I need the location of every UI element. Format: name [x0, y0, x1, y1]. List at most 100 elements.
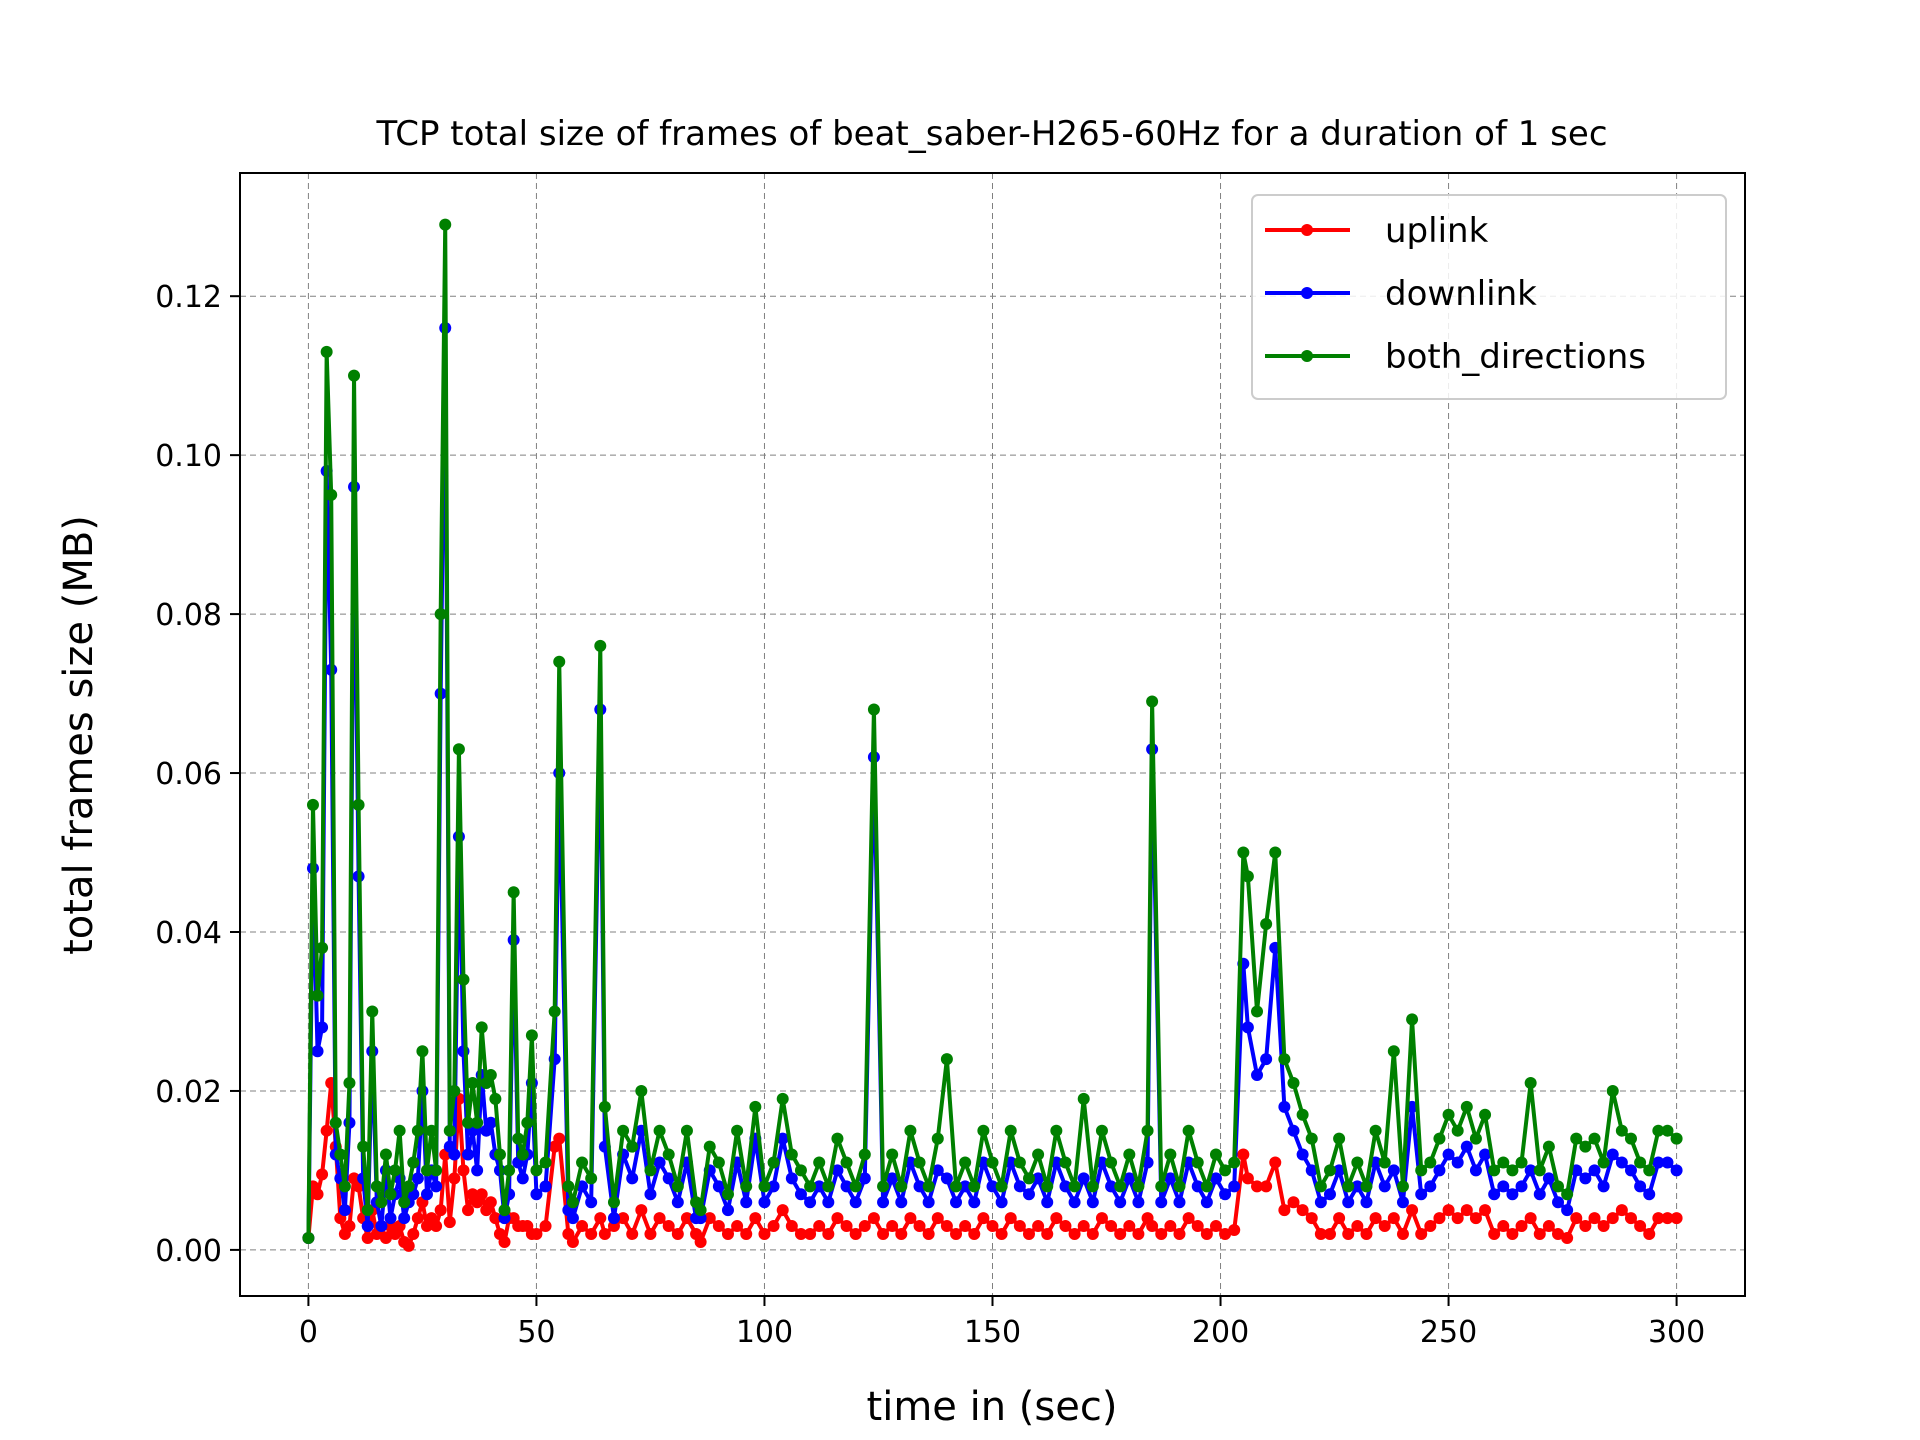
data-point-downlink — [1086, 1196, 1099, 1209]
data-point-downlink — [1661, 1156, 1674, 1169]
data-point-downlink — [471, 1164, 484, 1177]
data-point-both_directions — [384, 1188, 397, 1201]
data-point-uplink — [1652, 1212, 1665, 1225]
data-point-both_directions — [886, 1148, 899, 1161]
data-point-uplink — [1041, 1228, 1054, 1241]
data-point-downlink — [794, 1188, 807, 1201]
data-point-both_directions — [968, 1180, 981, 1193]
data-point-uplink — [680, 1212, 693, 1225]
data-point-both_directions — [585, 1172, 598, 1185]
data-point-both_directions — [1269, 846, 1282, 859]
data-point-both_directions — [1652, 1124, 1665, 1137]
data-point-both_directions — [1182, 1124, 1195, 1137]
data-point-downlink — [804, 1196, 817, 1209]
data-point-both_directions — [1515, 1156, 1528, 1169]
data-point-downlink — [1415, 1188, 1428, 1201]
data-point-uplink — [1004, 1212, 1017, 1225]
data-point-both_directions — [731, 1124, 744, 1137]
data-point-uplink — [1278, 1204, 1291, 1217]
data-point-both_directions — [1378, 1156, 1391, 1169]
data-point-both_directions — [430, 1164, 443, 1177]
y-axis-ticks: 0.00 0.02 0.04 0.06 0.08 0.10 0.12 — [155, 280, 240, 1269]
data-point-downlink — [1442, 1148, 1455, 1161]
data-point-both_directions — [484, 1069, 497, 1082]
data-point-both_directions — [402, 1180, 415, 1193]
data-point-uplink — [740, 1228, 753, 1241]
data-point-downlink — [1132, 1196, 1145, 1209]
data-point-both_directions — [1387, 1045, 1400, 1058]
data-point-both_directions — [767, 1156, 780, 1169]
data-point-both_directions — [662, 1148, 675, 1161]
data-point-downlink — [671, 1196, 684, 1209]
data-point-both_directions — [626, 1140, 639, 1153]
data-point-both_directions — [1041, 1180, 1054, 1193]
data-point-both_directions — [489, 1092, 502, 1105]
data-point-downlink — [1561, 1204, 1574, 1217]
data-point-uplink — [1032, 1220, 1045, 1233]
data-point-uplink — [913, 1220, 926, 1233]
data-point-uplink — [484, 1196, 497, 1209]
data-point-uplink — [566, 1235, 579, 1248]
data-point-both_directions — [338, 1180, 351, 1193]
data-point-uplink — [1661, 1212, 1674, 1225]
data-point-downlink — [1624, 1164, 1637, 1177]
data-point-both_directions — [311, 989, 324, 1002]
data-point-uplink — [986, 1220, 999, 1233]
data-point-downlink — [1360, 1196, 1373, 1209]
data-point-both_directions — [1314, 1180, 1327, 1193]
data-point-uplink — [644, 1228, 657, 1241]
data-point-uplink — [1305, 1212, 1318, 1225]
data-point-uplink — [1570, 1212, 1583, 1225]
data-point-both_directions — [1442, 1108, 1455, 1121]
data-point-uplink — [922, 1228, 935, 1241]
data-point-both_directions — [822, 1180, 835, 1193]
data-point-both_directions — [840, 1156, 853, 1169]
data-point-uplink — [1191, 1220, 1204, 1233]
data-point-both_directions — [858, 1148, 871, 1161]
data-point-downlink — [1533, 1188, 1546, 1201]
data-point-downlink — [1588, 1164, 1601, 1177]
data-point-uplink — [1314, 1228, 1327, 1241]
data-point-downlink — [1670, 1164, 1683, 1177]
data-point-both_directions — [512, 1132, 525, 1145]
x-tick-label: 150 — [964, 1315, 1021, 1350]
data-point-both_directions — [539, 1156, 552, 1169]
data-point-both_directions — [1022, 1172, 1035, 1185]
data-point-downlink — [913, 1180, 926, 1193]
legend-label-uplink: uplink — [1385, 211, 1489, 251]
data-point-uplink — [767, 1220, 780, 1233]
data-point-both_directions — [831, 1132, 844, 1145]
data-point-both_directions — [1191, 1156, 1204, 1169]
data-point-both_directions — [525, 1029, 538, 1042]
data-point-uplink — [598, 1228, 611, 1241]
data-point-downlink — [1634, 1180, 1647, 1193]
data-point-uplink — [626, 1228, 639, 1241]
y-tick-label: 0.06 — [155, 757, 222, 792]
data-point-uplink — [1533, 1228, 1546, 1241]
data-point-downlink — [1314, 1196, 1327, 1209]
data-point-both_directions — [1497, 1156, 1510, 1169]
data-point-uplink — [402, 1239, 415, 1252]
data-point-both_directions — [813, 1156, 826, 1169]
data-point-uplink — [1182, 1212, 1195, 1225]
data-point-uplink — [1296, 1204, 1309, 1217]
data-point-downlink — [940, 1172, 953, 1185]
data-point-both_directions — [607, 1196, 620, 1209]
data-point-downlink — [398, 1212, 411, 1225]
series-both_directions — [302, 218, 1683, 1244]
data-point-uplink — [1323, 1228, 1336, 1241]
data-point-both_directions — [794, 1164, 807, 1177]
data-point-uplink — [758, 1228, 771, 1241]
data-point-uplink — [1269, 1156, 1282, 1169]
data-point-uplink — [1342, 1228, 1355, 1241]
data-point-downlink — [530, 1188, 543, 1201]
data-point-uplink — [311, 1188, 324, 1201]
data-point-both_directions — [740, 1180, 753, 1193]
chart-title: TCP total size of frames of beat_saber-H… — [375, 114, 1607, 154]
data-point-both_directions — [1561, 1188, 1574, 1201]
data-point-uplink — [498, 1235, 511, 1248]
data-point-downlink — [1260, 1053, 1273, 1066]
data-point-downlink — [384, 1212, 397, 1225]
y-tick-label: 0.04 — [155, 916, 222, 951]
